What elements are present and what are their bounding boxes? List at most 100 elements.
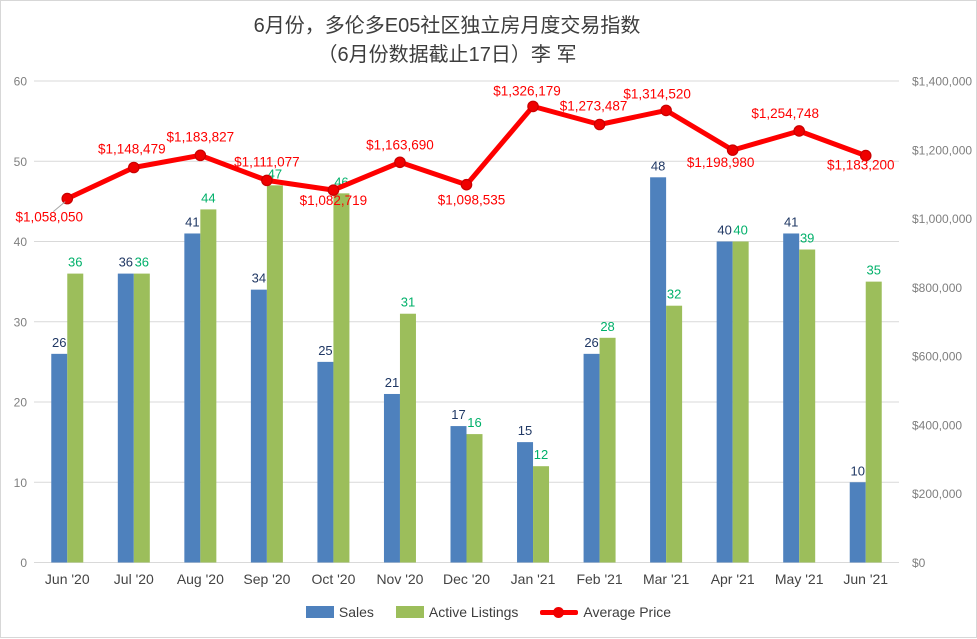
sales-bar [849,482,866,563]
price-value-label: $1,314,520 [623,86,691,101]
price-value-label: $1,111,077 [234,154,300,169]
active-listings-bar [666,305,683,563]
right-axis-tick: $400,000 [912,418,962,432]
sales-bar [383,393,400,563]
x-axis-label: Apr '21 [711,571,755,587]
average-price-marker [859,149,872,162]
right-axis-tick: $600,000 [912,350,962,364]
active-listings-legend-label: Active Listings [428,604,519,620]
active-listings-legend-swatch [395,606,424,618]
chart-title: 6月份，多伦多E05社区独立房月度交易指数 （6月份数据截止17日）李 军 [1,12,893,70]
right-axis-tick: $1,400,000 [912,75,972,89]
average-price-marker [660,104,672,117]
right-axis-tick: $1,000,000 [912,212,972,226]
sales-legend-label: Sales [338,604,374,620]
sales-value-label: 36 [119,255,133,270]
average-price-marker [460,178,473,191]
active-listings-bar [200,209,217,563]
price-value-label: $1,163,690 [366,137,434,152]
sales-bar [117,273,134,563]
left-axis-tick: 10 [14,476,28,490]
sales-bar [650,177,667,563]
listings-value-label: 16 [467,415,481,430]
price-value-label: $1,183,200 [827,158,895,173]
active-listings-bar [266,185,283,563]
sales-value-label: 17 [451,407,465,422]
x-axis-label: Jan '21 [511,571,556,587]
legend-item-average-price: Average Price [540,604,671,620]
listings-value-label: 35 [866,263,880,278]
sales-bar [317,361,334,563]
average-price-marker [726,144,739,156]
sales-value-label: 34 [252,271,266,286]
sales-bar [716,241,733,563]
sales-bar [184,233,201,563]
x-axis-label: Feb '21 [576,571,622,587]
sales-bar [450,426,467,563]
left-axis-tick: 0 [20,556,27,570]
sales-bar [250,289,267,563]
active-listings-bar [732,241,749,563]
left-axis-tick: 20 [14,396,28,410]
sales-value-label: 25 [318,343,332,358]
sales-value-label: 26 [584,335,598,350]
sales-bar [583,353,600,563]
legend-item-active-listings: Active Listings [395,604,519,620]
right-axis-tick: $0 [912,556,926,570]
price-value-label: $1,326,179 [493,83,561,98]
price-value-label: $1,082,719 [300,193,368,208]
price-value-label: $1,198,980 [687,155,755,170]
sales-value-label: 41 [185,214,199,229]
chart-legend: Sales Active Listings Average Price [1,604,976,620]
average-price-marker [394,156,406,169]
sales-value-label: 15 [518,423,532,438]
price-value-label: $1,148,479 [98,142,166,157]
x-axis-label: Oct '20 [311,571,355,587]
x-axis-label: Jul '20 [114,571,154,587]
active-listings-bar [865,281,882,563]
average-price-marker [327,184,340,196]
sales-bar [517,442,534,563]
x-axis-label: Dec '20 [443,571,490,587]
price-value-label: $1,098,535 [438,193,506,208]
price-value-label: $1,273,487 [560,99,628,114]
active-listings-bar [333,193,350,563]
sales-value-label: 21 [385,375,399,390]
x-axis-label: Sep '20 [243,571,290,587]
active-listings-bar [67,273,84,563]
active-listings-bar [133,273,150,563]
listings-value-label: 31 [401,295,415,310]
price-value-label: $1,058,050 [15,210,83,225]
sales-value-label: 41 [784,214,798,229]
left-axis-tick: 60 [14,75,28,89]
average-price-marker [793,125,805,137]
sales-legend-swatch [305,606,334,618]
sales-bar [51,353,68,563]
average-price-marker [61,192,74,205]
x-axis-label: Nov '20 [376,571,423,587]
x-axis-label: Jun '20 [45,571,90,587]
legend-item-sales: Sales [305,604,374,620]
x-axis-label: May '21 [775,571,824,587]
active-listings-bar [399,313,416,563]
average-price-marker [194,149,207,162]
listings-value-label: 28 [600,319,614,334]
sales-value-label: 26 [52,335,66,350]
average-price-marker [527,100,539,113]
listings-value-label: 39 [800,231,814,246]
chart-title-line2: （6月份数据截止17日）李 军 [317,44,577,66]
price-value-label: $1,183,827 [167,129,235,144]
average-price-legend-swatch [540,606,579,619]
active-listings-bar [799,249,816,563]
x-axis-label: Jun '21 [843,571,888,587]
listings-value-label: 36 [68,255,82,270]
sales-bar [783,233,800,563]
right-axis-tick: $200,000 [912,487,962,501]
active-listings-bar [533,466,550,563]
price-label-leader-line [52,201,66,212]
sales-value-label: 40 [717,223,731,238]
x-axis-label: Aug '20 [177,571,224,587]
left-axis-tick: 30 [14,315,28,329]
